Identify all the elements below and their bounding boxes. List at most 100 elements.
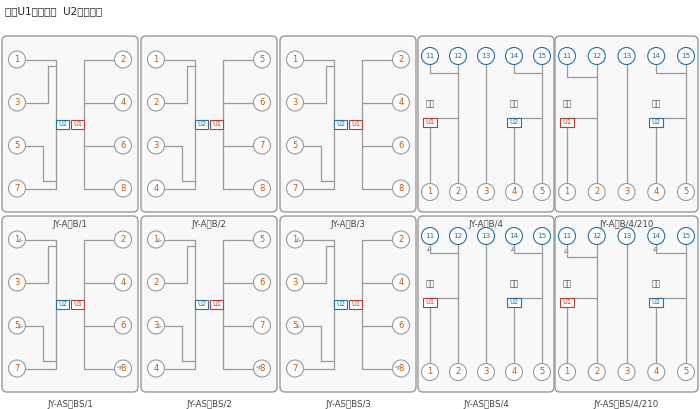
Text: 6: 6 bbox=[120, 321, 126, 330]
Text: 11: 11 bbox=[426, 53, 435, 59]
Text: JY-AS，BS/3: JY-AS，BS/3 bbox=[325, 400, 371, 409]
Text: 2: 2 bbox=[120, 55, 125, 64]
Text: 13: 13 bbox=[482, 233, 491, 239]
Circle shape bbox=[253, 360, 270, 377]
Text: 8: 8 bbox=[259, 184, 265, 193]
Text: 5: 5 bbox=[683, 368, 689, 377]
Text: 5: 5 bbox=[15, 321, 20, 330]
Text: U1: U1 bbox=[563, 299, 571, 305]
Text: JY-AS，BS/4: JY-AS，BS/4 bbox=[463, 400, 509, 409]
Text: 3: 3 bbox=[293, 278, 297, 287]
Bar bbox=[507, 117, 521, 126]
Text: 3: 3 bbox=[153, 321, 159, 330]
Bar bbox=[195, 119, 208, 128]
Circle shape bbox=[8, 137, 25, 154]
Circle shape bbox=[286, 317, 304, 334]
Text: 8: 8 bbox=[398, 364, 404, 373]
Circle shape bbox=[648, 364, 665, 380]
Bar bbox=[56, 299, 69, 308]
Circle shape bbox=[588, 227, 606, 245]
FancyBboxPatch shape bbox=[2, 216, 138, 392]
Circle shape bbox=[148, 180, 164, 197]
Text: 2: 2 bbox=[120, 235, 125, 244]
Text: 8: 8 bbox=[259, 364, 265, 373]
Circle shape bbox=[8, 51, 25, 68]
Text: 15: 15 bbox=[681, 233, 691, 239]
Text: 7: 7 bbox=[259, 321, 265, 330]
Circle shape bbox=[678, 364, 694, 380]
Text: 1: 1 bbox=[293, 55, 297, 64]
Text: 7: 7 bbox=[14, 364, 20, 373]
Circle shape bbox=[559, 364, 575, 380]
Text: 8: 8 bbox=[120, 184, 126, 193]
Circle shape bbox=[648, 47, 665, 65]
Circle shape bbox=[393, 51, 410, 68]
Text: 电源: 电源 bbox=[426, 279, 435, 288]
Text: JY-AS，BS/1: JY-AS，BS/1 bbox=[47, 400, 93, 409]
Circle shape bbox=[8, 360, 25, 377]
Text: 3: 3 bbox=[14, 98, 20, 107]
Bar bbox=[507, 297, 521, 306]
Circle shape bbox=[253, 231, 270, 248]
Circle shape bbox=[8, 274, 25, 291]
Text: 1: 1 bbox=[564, 368, 570, 377]
Text: U1: U1 bbox=[426, 119, 435, 125]
Circle shape bbox=[533, 364, 550, 380]
Text: U1: U1 bbox=[73, 301, 82, 307]
Text: 1: 1 bbox=[153, 55, 159, 64]
Text: 15: 15 bbox=[538, 53, 547, 59]
Circle shape bbox=[148, 137, 164, 154]
Text: U2: U2 bbox=[652, 299, 661, 305]
Circle shape bbox=[421, 47, 438, 65]
Text: JY-AS，BS/2: JY-AS，BS/2 bbox=[186, 400, 232, 409]
Text: 5: 5 bbox=[15, 141, 20, 150]
Circle shape bbox=[421, 227, 438, 245]
Circle shape bbox=[115, 180, 132, 197]
Text: 13: 13 bbox=[622, 233, 631, 239]
Text: 5: 5 bbox=[540, 368, 545, 377]
Text: 13: 13 bbox=[482, 53, 491, 59]
Text: U2: U2 bbox=[652, 119, 661, 125]
Circle shape bbox=[618, 227, 635, 245]
Text: 1: 1 bbox=[15, 235, 20, 244]
Circle shape bbox=[148, 94, 164, 111]
Circle shape bbox=[588, 184, 606, 200]
Circle shape bbox=[393, 137, 410, 154]
Text: 5: 5 bbox=[683, 187, 689, 196]
Circle shape bbox=[253, 94, 270, 111]
Text: 3: 3 bbox=[293, 98, 297, 107]
Text: 7: 7 bbox=[293, 184, 297, 193]
Text: 2: 2 bbox=[594, 187, 599, 196]
Text: 15: 15 bbox=[538, 233, 547, 239]
Text: 启动: 启动 bbox=[652, 279, 661, 288]
Circle shape bbox=[533, 184, 550, 200]
Circle shape bbox=[148, 231, 164, 248]
Circle shape bbox=[618, 184, 635, 200]
Text: 6: 6 bbox=[259, 278, 265, 287]
Text: 5: 5 bbox=[260, 55, 265, 64]
FancyBboxPatch shape bbox=[141, 36, 277, 212]
Circle shape bbox=[253, 180, 270, 197]
Text: 11: 11 bbox=[562, 233, 572, 239]
Text: U2: U2 bbox=[510, 299, 519, 305]
Text: 8: 8 bbox=[398, 184, 404, 193]
Bar bbox=[349, 299, 362, 308]
Circle shape bbox=[8, 180, 25, 197]
Bar bbox=[210, 299, 223, 308]
Text: 1: 1 bbox=[564, 187, 570, 196]
Text: 3: 3 bbox=[483, 368, 489, 377]
Circle shape bbox=[449, 47, 466, 65]
Text: 4: 4 bbox=[398, 98, 404, 107]
Circle shape bbox=[115, 360, 132, 377]
Circle shape bbox=[678, 184, 694, 200]
Text: 注：U1辅助电源  U2整定电压: 注：U1辅助电源 U2整定电压 bbox=[5, 6, 102, 16]
Bar bbox=[210, 119, 223, 128]
Text: 12: 12 bbox=[592, 233, 601, 239]
FancyBboxPatch shape bbox=[280, 216, 416, 392]
Text: U2: U2 bbox=[197, 301, 206, 307]
Text: 8: 8 bbox=[120, 364, 126, 373]
Text: 4: 4 bbox=[512, 368, 517, 377]
Circle shape bbox=[588, 364, 606, 380]
FancyBboxPatch shape bbox=[280, 36, 416, 212]
Circle shape bbox=[148, 360, 164, 377]
